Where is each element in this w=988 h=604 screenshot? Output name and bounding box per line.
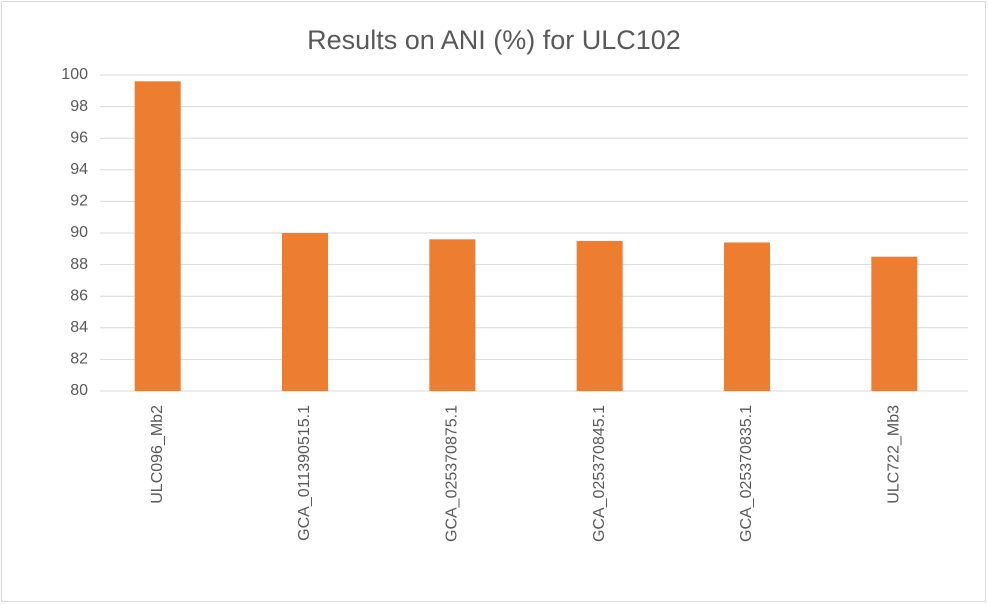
x-tick-label: GCA_025370845.1 — [591, 405, 608, 542]
y-tick-label: 88 — [70, 256, 88, 273]
bar — [134, 81, 181, 391]
x-tick-label: GCA_025370835.1 — [738, 405, 755, 542]
y-tick-label: 96 — [70, 129, 88, 146]
y-tick-label: 82 — [70, 351, 88, 368]
y-tick-label: 98 — [70, 98, 88, 115]
x-tick-label: GCA_025370875.1 — [444, 405, 461, 542]
x-tick-label: ULC722_Mb3 — [886, 405, 903, 504]
bar — [871, 256, 918, 391]
x-tick-label: GCA_011390515.1 — [296, 405, 313, 541]
y-tick-label: 90 — [70, 224, 88, 241]
y-tick-label: 92 — [70, 193, 88, 210]
y-tick-label: 100 — [61, 66, 88, 83]
y-tick-label: 86 — [70, 287, 88, 304]
bar — [724, 242, 770, 391]
y-tick-label: 94 — [70, 161, 88, 178]
x-tick-label: ULC096_Mb2 — [149, 405, 166, 504]
bar — [282, 233, 328, 391]
bar — [429, 239, 476, 391]
chart-title: Results on ANI (%) for ULC102 — [307, 25, 681, 55]
y-tick-label: 80 — [70, 382, 88, 399]
y-tick-label: 84 — [70, 319, 88, 336]
bar — [576, 240, 623, 391]
